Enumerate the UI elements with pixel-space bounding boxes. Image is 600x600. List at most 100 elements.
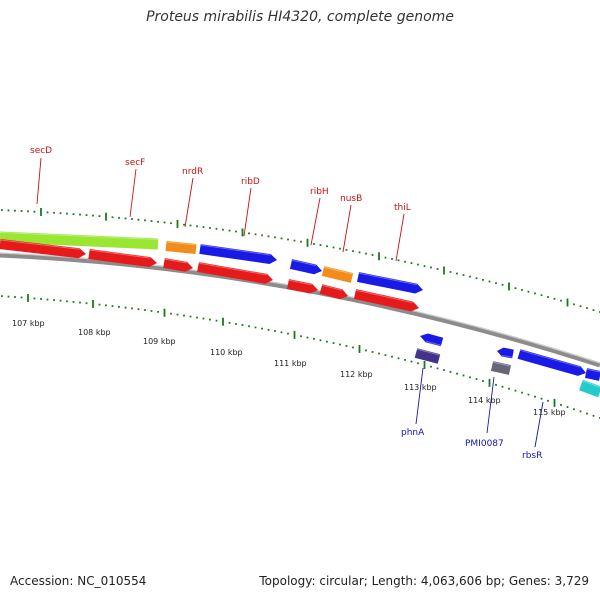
outer-dot (1, 209, 3, 211)
outer-dot (319, 244, 322, 246)
gene-feature-phna (414, 348, 441, 364)
inner-dot (105, 304, 107, 307)
kbp-label-114: 114 kbp (468, 396, 501, 405)
outer-dot (313, 243, 315, 245)
outer-dot (391, 258, 393, 260)
inner-dot (527, 393, 530, 396)
inner-dot (436, 367, 439, 370)
label-leaders (36, 157, 544, 448)
outer-dot (53, 211, 55, 214)
outer-dot (384, 256, 387, 259)
inner-dot (592, 414, 595, 417)
kbp-label-113: 113 kbp (404, 383, 437, 392)
inner-dot (378, 352, 380, 355)
gene-label-secd: secD (30, 146, 52, 156)
inner-major-tick (293, 330, 296, 339)
genome-backbone (0, 252, 600, 368)
inner-major-tick (163, 308, 166, 317)
gene-feature-rbsr-region (517, 349, 586, 376)
inner-dot (131, 307, 133, 310)
inner-dot (111, 305, 114, 307)
inner-dot (98, 303, 101, 306)
outer-dot (553, 297, 556, 300)
inner-dot (215, 319, 218, 322)
leader-secd (36, 157, 42, 205)
inner-dot (254, 326, 257, 329)
outer-dot (404, 260, 406, 263)
inner-dot (267, 328, 270, 331)
outer-dot (228, 229, 231, 232)
inner-dot (352, 346, 354, 349)
outer-dot (430, 266, 432, 269)
gene-feature-nusb (321, 266, 354, 283)
outer-dot (436, 268, 439, 270)
map-title: Proteus mirabilis HI4320, complete genom… (146, 9, 454, 25)
inner-dot (456, 372, 458, 375)
inner-dot (59, 299, 62, 302)
leader-ribd (243, 187, 252, 237)
inner-dot (449, 370, 452, 373)
inner-dot (7, 295, 10, 298)
outer-dot (423, 265, 426, 267)
outer-major-tick (105, 212, 107, 221)
inner-dot (274, 330, 276, 332)
outer-dot (475, 277, 478, 280)
inner-dot (79, 301, 81, 304)
inner-dot (475, 378, 478, 381)
outer-dot (501, 283, 504, 286)
inner-major-tick (553, 398, 556, 407)
inner-dot (560, 404, 562, 406)
inner-dot (579, 410, 582, 413)
inner-dot (280, 331, 283, 334)
inner-major-tick (222, 317, 224, 326)
gene-feature-red-1 (0, 239, 86, 259)
inner-dot (209, 318, 211, 321)
gene-label-nusb: nusB (340, 194, 362, 204)
outer-dot (332, 246, 335, 249)
inner-dot (176, 313, 179, 316)
gene-feature-pmi0087 (490, 361, 512, 375)
gene-feature-blue-edge (585, 368, 600, 381)
outer-dot (27, 210, 29, 213)
inner-dot (462, 374, 465, 377)
outer-dot (339, 247, 341, 250)
outer-dot (170, 222, 172, 225)
inner-dot (248, 325, 250, 328)
inner-dot (540, 397, 543, 400)
inner-dot (20, 296, 23, 299)
outer-dot (111, 216, 114, 219)
gene-label-rbsr: rbsR (522, 451, 542, 461)
kbp-label-112: 112 kbp (340, 370, 373, 379)
outer-dot (59, 212, 62, 215)
outer-dot (514, 287, 517, 290)
inner-dot (189, 315, 192, 318)
inner-dot (241, 324, 244, 326)
outer-dot (358, 251, 361, 254)
outer-dot (222, 228, 224, 231)
outer-dot (293, 239, 296, 242)
inner-tick-ring (1, 293, 600, 419)
gene-feature-ribh (289, 259, 322, 275)
leader-ribh (310, 197, 321, 246)
inner-dot (144, 309, 146, 311)
inner-dot (430, 365, 432, 368)
outer-dot (72, 213, 75, 216)
outer-dot (287, 238, 289, 241)
gene-feature-secd (0, 231, 159, 250)
inner-dot (573, 408, 575, 411)
outer-dot (202, 226, 205, 229)
inner-dot (501, 385, 504, 388)
inner-dot (332, 342, 335, 344)
inner-dot (371, 351, 374, 353)
outer-dot (488, 280, 491, 283)
outer-dot (365, 252, 367, 255)
inner-dot (157, 310, 159, 313)
outer-dot (560, 299, 562, 302)
inner-dot (482, 380, 484, 382)
leader-thil (395, 213, 405, 262)
outer-dot (534, 292, 536, 295)
leader-rbsr (534, 401, 544, 448)
outer-dot (371, 254, 374, 256)
outer-major-tick (508, 282, 510, 291)
outer-dot (215, 227, 218, 230)
